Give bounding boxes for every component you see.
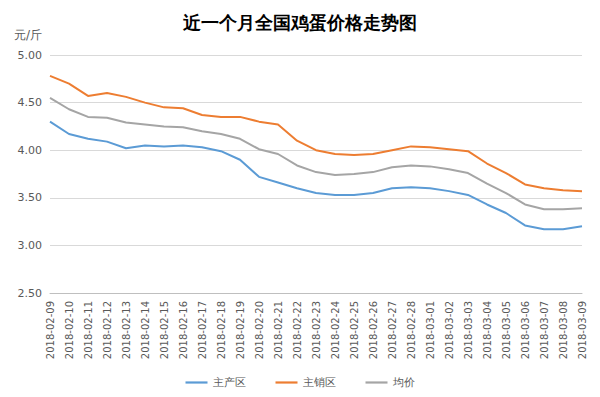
svg-text:2018-03-04: 2018-03-04 [482, 301, 493, 359]
svg-text:2018-02-17: 2018-02-17 [197, 301, 208, 359]
svg-text:2018-03-03: 2018-03-03 [463, 301, 474, 359]
svg-text:3.50: 3.50 [18, 191, 43, 204]
svg-text:2018-02-12: 2018-02-12 [102, 301, 113, 359]
svg-text:均价: 均价 [392, 376, 415, 389]
svg-text:近一个月全国鸡蛋价格走势图: 近一个月全国鸡蛋价格走势图 [182, 12, 417, 33]
svg-text:2018-03-09: 2018-03-09 [577, 301, 588, 359]
svg-text:2018-02-10: 2018-02-10 [64, 301, 75, 359]
svg-text:2018-02-25: 2018-02-25 [349, 301, 360, 359]
svg-text:2018-02-26: 2018-02-26 [368, 301, 379, 359]
svg-text:3.00: 3.00 [18, 239, 43, 252]
svg-text:2018-02-28: 2018-02-28 [406, 301, 417, 359]
svg-text:2018-03-07: 2018-03-07 [539, 301, 550, 359]
svg-text:5.00: 5.00 [18, 49, 43, 62]
svg-text:2018-02-15: 2018-02-15 [159, 301, 170, 359]
svg-text:2.50: 2.50 [18, 287, 43, 300]
svg-text:4.00: 4.00 [18, 144, 43, 157]
svg-text:2018-03-05: 2018-03-05 [501, 301, 512, 359]
svg-text:主产区: 主产区 [213, 376, 246, 389]
svg-text:2018-02-20: 2018-02-20 [254, 301, 265, 359]
svg-text:元/斤: 元/斤 [14, 28, 42, 42]
svg-text:2018-02-27: 2018-02-27 [387, 301, 398, 359]
svg-text:主销区: 主销区 [303, 376, 336, 389]
svg-text:2018-02-21: 2018-02-21 [273, 301, 284, 359]
svg-text:2018-03-08: 2018-03-08 [558, 301, 569, 359]
svg-text:2018-03-02: 2018-03-02 [444, 301, 455, 359]
svg-text:2018-02-11: 2018-02-11 [83, 301, 94, 359]
svg-text:2018-02-16: 2018-02-16 [178, 301, 189, 359]
svg-text:2018-02-14: 2018-02-14 [140, 301, 151, 359]
svg-text:2018-02-09: 2018-02-09 [45, 301, 56, 359]
svg-text:4.50: 4.50 [18, 96, 43, 109]
svg-text:2018-02-24: 2018-02-24 [330, 301, 341, 359]
svg-text:2018-02-23: 2018-02-23 [311, 301, 322, 359]
svg-text:2018-02-13: 2018-02-13 [121, 301, 132, 359]
svg-text:2018-02-18: 2018-02-18 [216, 301, 227, 359]
svg-text:2018-03-01: 2018-03-01 [425, 301, 436, 359]
svg-text:2018-02-19: 2018-02-19 [235, 301, 246, 359]
svg-text:2018-03-06: 2018-03-06 [520, 301, 531, 359]
svg-text:2018-02-22: 2018-02-22 [292, 301, 303, 359]
